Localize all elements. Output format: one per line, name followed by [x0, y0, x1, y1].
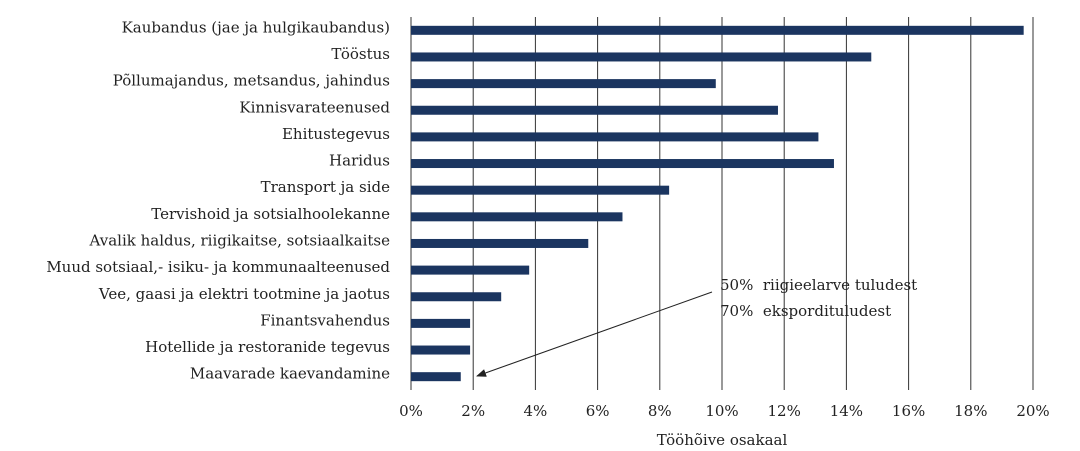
x-axis-label: Tööhõive osakaal	[657, 431, 788, 449]
y-tick-label: Avalik haldus, riigikaitse, sotsiaalkait…	[89, 231, 391, 249]
annotation: 70% ekspordituludest	[720, 302, 891, 320]
x-tick-label: 20%	[1016, 402, 1049, 420]
x-tick-label: 12%	[768, 402, 801, 420]
bar	[411, 372, 461, 382]
x-tick-label: 4%	[524, 402, 548, 420]
bar	[411, 185, 670, 195]
y-tick-label: Kinnisvarateenused	[239, 98, 390, 116]
y-tick-label: Muud sotsiaal,- isiku- ja kommunaalteenu…	[46, 258, 390, 276]
x-tick-label: 6%	[586, 402, 610, 420]
annotation: 50% riigieelarve tuludest	[720, 276, 917, 294]
bar	[411, 105, 778, 115]
y-tick-label: Hotellide ja restoranide tegevus	[145, 338, 390, 356]
y-tick-label: Põllumajandus, metsandus, jahindus	[113, 72, 390, 90]
bar	[411, 79, 716, 89]
y-tick-label: Finantsvahendus	[260, 311, 390, 329]
y-tick-label: Transport ja side	[261, 178, 391, 196]
x-tick-label: 18%	[954, 402, 987, 420]
bar	[411, 212, 623, 222]
x-tick-label: 8%	[648, 402, 672, 420]
y-tick-label: Vee, gaasi ja elektri tootmine ja jaotus	[98, 285, 390, 303]
bar	[411, 345, 471, 355]
y-tick-label: Maavarade kaevandamine	[190, 365, 390, 383]
y-tick-label: Tööstus	[331, 45, 390, 63]
y-tick-label: Ehitustegevus	[282, 125, 390, 143]
y-tick-label: Kaubandus (jae ja hulgikaubandus)	[122, 18, 390, 36]
bar	[411, 238, 589, 248]
bar	[411, 318, 471, 328]
x-tick-label: 16%	[892, 402, 925, 420]
y-tick-label: Tervishoid ja sotsialhoolekanne	[151, 205, 390, 223]
x-tick-label: 10%	[705, 402, 738, 420]
bar	[411, 52, 872, 62]
x-tick-label: 2%	[461, 402, 485, 420]
bar	[411, 159, 834, 169]
x-tick-label: 0%	[399, 402, 423, 420]
y-tick-label: Haridus	[329, 152, 390, 170]
x-tick-label: 14%	[830, 402, 863, 420]
bar	[411, 292, 502, 302]
bar	[411, 132, 819, 142]
bar	[411, 25, 1024, 35]
bar	[411, 265, 530, 275]
annotation-arrow	[476, 291, 713, 377]
